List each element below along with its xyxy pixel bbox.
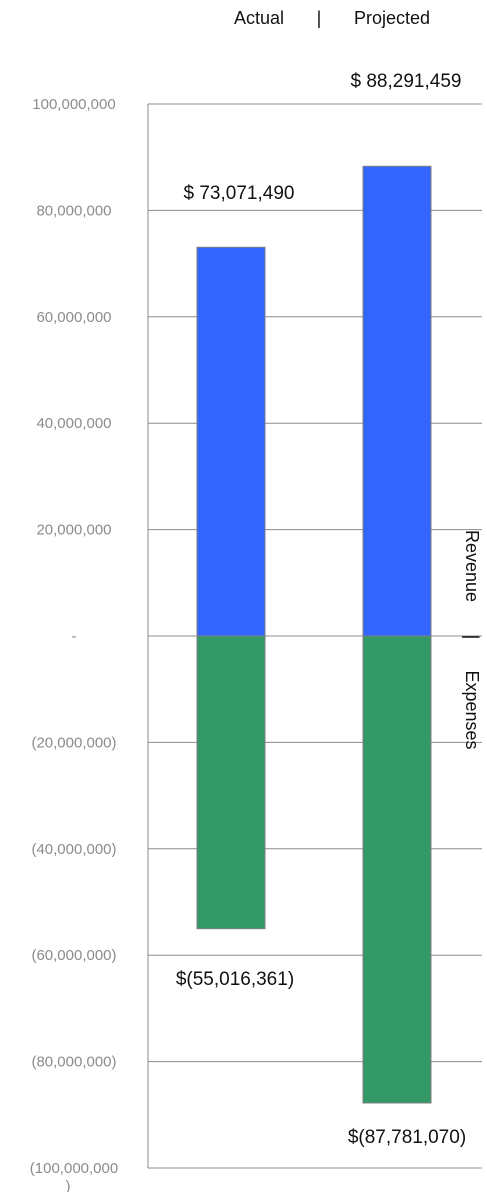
y-tick-label: (20,000,000) <box>31 734 116 751</box>
side-label: Revenue | Expenses <box>462 530 482 750</box>
header-separator: | <box>317 8 322 28</box>
y-tick-label: - <box>72 628 77 645</box>
data-labels: $ 73,071,490 $ 88,291,459 $(55,016,361) $(8… <box>176 71 466 1148</box>
bar-expenses-actual <box>196 635 266 930</box>
bar-expenses-projected <box>362 635 432 1104</box>
y-tick-label: 100,000,000 <box>32 96 115 113</box>
data-label-expenses: $(87,781,070) <box>348 1127 466 1148</box>
data-label-revenue: $ 88,291,459 <box>351 71 462 92</box>
y-tick-label: 80,000,000 <box>36 202 111 219</box>
header-projected: Projected <box>354 8 430 28</box>
bar-revenue-actual <box>196 246 266 637</box>
side-label-separator: | <box>462 635 482 640</box>
bar-revenue-projected <box>362 165 432 637</box>
y-tick-label: (40,000,000) <box>31 841 116 858</box>
data-label-expenses: $(55,016,361) <box>176 969 294 990</box>
y-tick-label: (100,000,000) <box>30 1160 118 1192</box>
y-tick-label: (60,000,000) <box>31 947 116 964</box>
y-tick-label: 20,000,000 <box>36 522 111 539</box>
y-tick-label: (80,000,000) <box>31 1054 116 1071</box>
y-tick-label: 60,000,000 <box>36 309 111 326</box>
bars <box>196 165 432 1104</box>
header-actual: Actual <box>234 8 284 28</box>
side-label-revenue: Revenue <box>462 530 482 602</box>
y-tick-label: 40,000,000 <box>36 415 111 432</box>
y-axis-ticks: 100,000,000 80,000,000 60,000,000 40,000,00… <box>30 96 118 1192</box>
side-label-expenses: Expenses <box>462 670 482 749</box>
data-label-revenue: $ 73,071,490 <box>184 183 295 204</box>
